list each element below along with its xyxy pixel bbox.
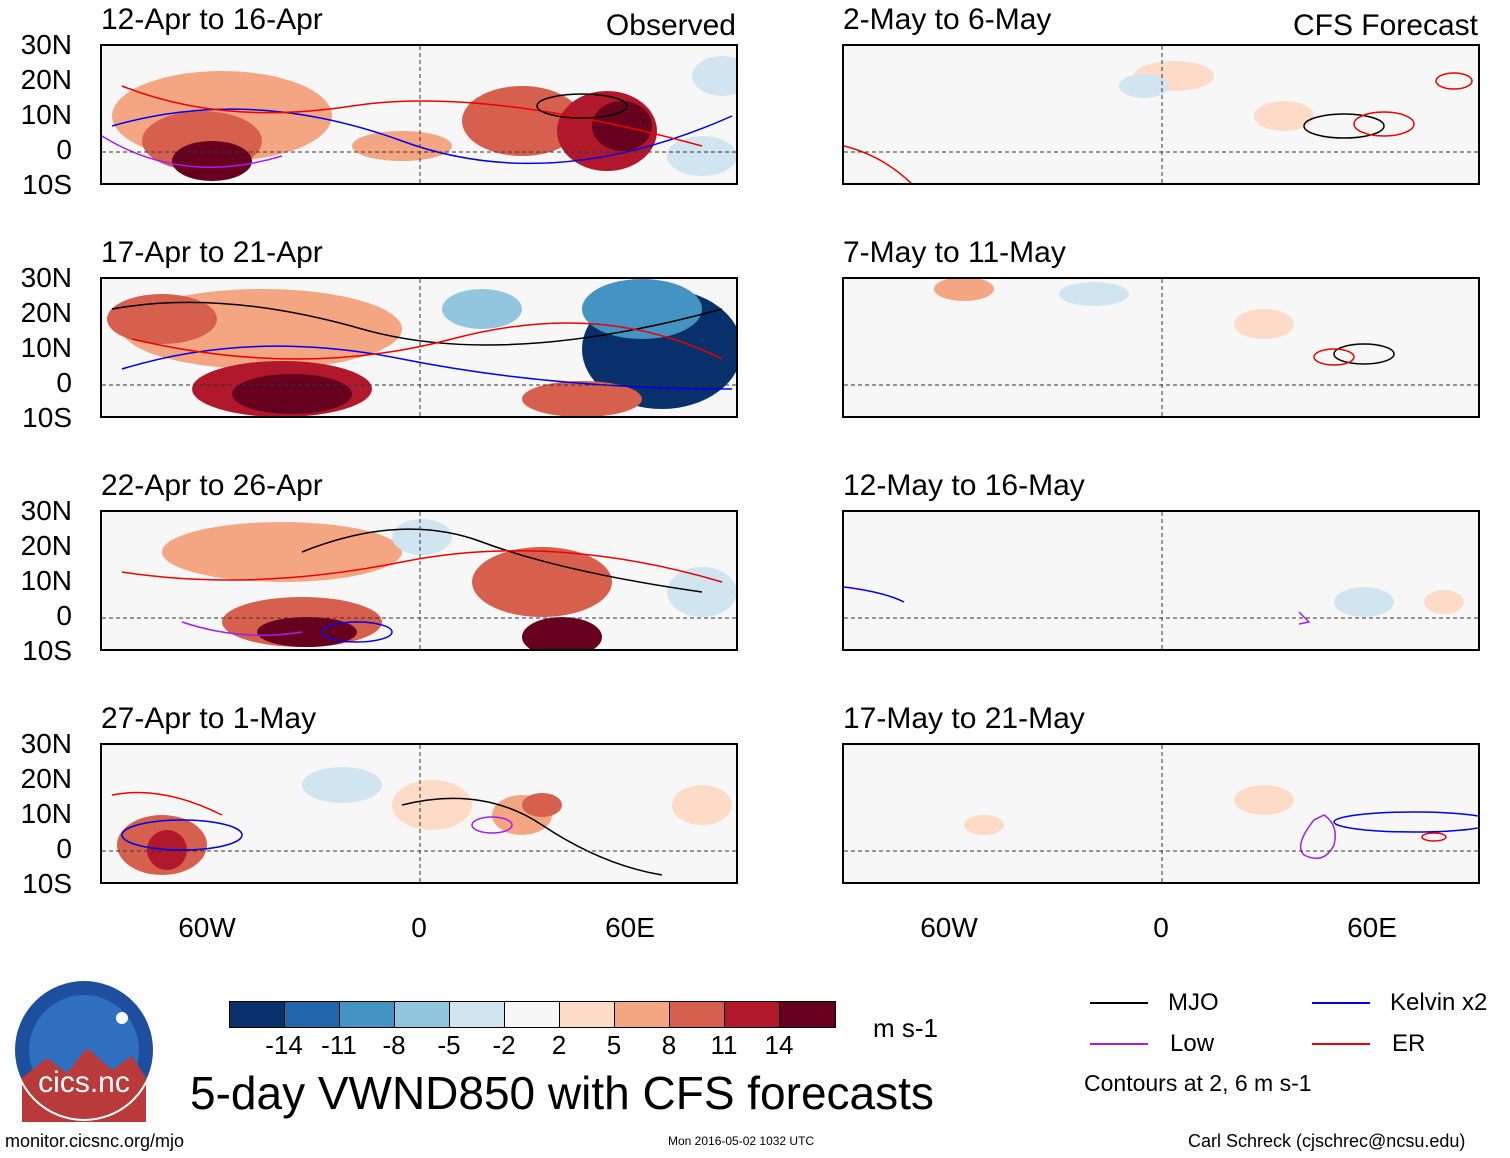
y-tick-label: 30N: [20, 495, 72, 526]
panel-corner-label: CFS Forecast: [1292, 9, 1478, 42]
y-tick-label: 0: [56, 833, 72, 864]
map-plot: [842, 510, 1480, 651]
x-tick-label: 0: [1153, 912, 1169, 943]
y-tick-label: 30N: [20, 262, 72, 293]
colorbar-swatch: [340, 1002, 395, 1027]
panel-period-title: 7-May to 11-May: [843, 236, 1066, 269]
colorbar-tick-label: 5: [606, 1030, 622, 1060]
cics-logo: cics.nc: [12, 978, 156, 1122]
map-plot: [100, 44, 738, 185]
footer-author: Carl Schreck (cjschrec@ncsu.edu): [1188, 1131, 1466, 1151]
colorbar-swatch: [450, 1002, 505, 1027]
legend-label: Low: [1170, 1030, 1215, 1057]
x-tick-label: 60E: [1347, 912, 1397, 943]
map-plot: [842, 743, 1480, 884]
map-plot: [100, 510, 738, 651]
legend-line-low: [1090, 1043, 1148, 1045]
colorbar-swatch: [560, 1002, 615, 1027]
panel-period-title: 12-Apr to 16-Apr: [101, 3, 323, 36]
panel-period-title: 2-May to 6-May: [843, 3, 1052, 36]
y-tick-label: 0: [56, 134, 72, 165]
x-tick-label: 0: [411, 912, 427, 943]
x-tick-label: 60W: [178, 912, 236, 943]
y-tick-label: 10S: [22, 635, 72, 666]
legend-line-er: [1312, 1043, 1370, 1045]
map-plot: [842, 44, 1480, 185]
y-tick-label: 20N: [20, 297, 72, 328]
y-tick-label: 10N: [20, 798, 72, 829]
colorbar-swatch: [285, 1002, 340, 1027]
panel-period-title: 17-May to 21-May: [843, 702, 1085, 735]
colorbar-tick-label: 8: [661, 1030, 677, 1060]
logo-text: cics.nc: [38, 1066, 130, 1099]
legend-label: ER: [1392, 1030, 1426, 1057]
colorbar-swatch: [780, 1002, 835, 1027]
footer-timestamp: Mon 2016-05-02 1032 UTC: [668, 1134, 815, 1148]
x-tick-label: 60W: [920, 912, 978, 943]
y-tick-label: 20N: [20, 64, 72, 95]
colorbar-tick-label: -2: [492, 1030, 516, 1060]
y-tick-label: 0: [56, 367, 72, 398]
colorbar-units: m s-1: [873, 1013, 938, 1043]
figure-title: 5-day VWND850 with CFS forecasts: [190, 1067, 934, 1119]
y-tick-label: 10N: [20, 332, 72, 363]
colorbar-tick-label: -5: [437, 1030, 461, 1060]
legend-line-kelvin: [1312, 1002, 1370, 1004]
y-tick-label: 30N: [20, 29, 72, 60]
colorbar-tick-label: -14: [265, 1030, 303, 1060]
panel-period-title: 22-Apr to 26-Apr: [101, 469, 323, 502]
panel-period-title: 27-Apr to 1-May: [101, 702, 317, 735]
legend-label: Kelvin x2: [1390, 989, 1488, 1016]
colorbar-swatch: [230, 1002, 285, 1027]
colorbar-tick-label: -8: [382, 1030, 406, 1060]
panel-period-title: 12-May to 16-May: [843, 469, 1085, 502]
colorbar-swatch: [725, 1002, 780, 1027]
colorbar-tick-label: -11: [321, 1030, 357, 1060]
y-tick-label: 30N: [20, 728, 72, 759]
footer-url[interactable]: monitor.cicsnc.org/mjo: [5, 1131, 185, 1151]
y-tick-label: 20N: [20, 763, 72, 794]
y-tick-label: 10S: [22, 402, 72, 433]
colorbar-swatch: [505, 1002, 560, 1027]
colorbar-swatch: [615, 1002, 670, 1027]
y-tick-label: 10N: [20, 565, 72, 596]
colorbar-tick-label: 2: [551, 1030, 567, 1060]
y-tick-label: 10S: [22, 868, 72, 899]
colorbar-swatch: [395, 1002, 450, 1027]
colorbar-tick-label: 14: [764, 1030, 794, 1060]
y-tick-label: 10S: [22, 169, 72, 200]
y-tick-label: 0: [56, 600, 72, 631]
map-plot: [100, 277, 738, 418]
y-tick-label: 20N: [20, 530, 72, 561]
panel-corner-label: Observed: [605, 9, 736, 42]
legend-note: Contours at 2, 6 m s-1: [1084, 1070, 1312, 1096]
colorbar-swatch: [670, 1002, 725, 1027]
legend-line-mjo: [1090, 1002, 1148, 1004]
legend-label: MJO: [1168, 989, 1219, 1016]
map-plot: [100, 743, 738, 884]
panel-period-title: 17-Apr to 21-Apr: [101, 236, 323, 269]
x-tick-label: 60E: [605, 912, 655, 943]
colorbar-tick-label: 11: [710, 1030, 738, 1060]
y-tick-label: 10N: [20, 99, 72, 130]
map-plot: [842, 277, 1480, 418]
colorbar: [229, 1001, 836, 1028]
